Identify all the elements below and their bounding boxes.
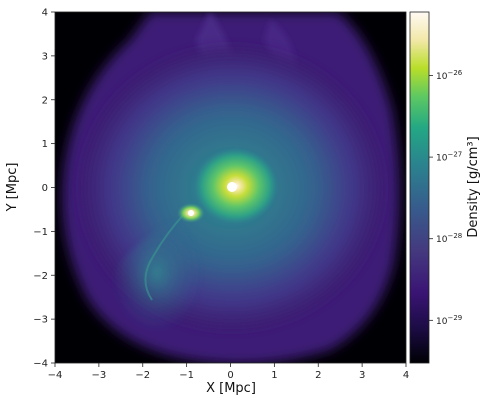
x-tick-label: −4 (48, 370, 63, 381)
x-tick-label: −1 (179, 370, 194, 381)
x-tick-label: 1 (271, 370, 277, 381)
x-tick-label: 2 (315, 370, 321, 381)
y-tick-label: 2 (42, 95, 48, 106)
y-tick-label: 1 (42, 139, 48, 150)
y-tick-label: −3 (33, 315, 48, 326)
x-tick-label: 3 (359, 370, 365, 381)
x-tick-label: 4 (403, 370, 409, 381)
colorbar-tick-label: 10−29 (436, 314, 462, 327)
x-axis: −4 −3 −2 −1 0 1 2 3 4 (48, 363, 409, 381)
density-map (55, 12, 406, 363)
tidal-tail (111, 214, 202, 332)
main-halo-core (227, 182, 237, 192)
y-axis: −4 −3 −2 −1 0 1 2 3 4 (33, 8, 55, 370)
y-tick-label: −4 (33, 359, 48, 370)
y-tick-label: 3 (42, 51, 48, 62)
x-tick-label: 0 (227, 370, 233, 381)
x-tick-label: −2 (135, 370, 150, 381)
secondary-halo-core (188, 210, 194, 216)
y-tick-label: 0 (42, 183, 48, 194)
y-tick-label: −1 (33, 227, 48, 238)
colorbar-label: Density [g/cm³] (466, 136, 481, 237)
y-tick-label: 4 (42, 8, 48, 19)
y-axis-label: Y [Mpc] (5, 163, 20, 213)
colorbar-tick-label: 10−28 (436, 232, 462, 245)
colorbar-tick-label: 10−26 (436, 69, 463, 82)
y-tick-label: −2 (33, 271, 48, 282)
colorbar (409, 11, 430, 364)
x-axis-label: X [Mpc] (206, 381, 256, 396)
colorbar-ticks: 10−29 10−28 10−27 10−26 (429, 69, 463, 327)
colorbar-tick-label: 10−27 (436, 151, 462, 164)
x-tick-label: −3 (92, 370, 107, 381)
tail-filament (144, 213, 185, 301)
